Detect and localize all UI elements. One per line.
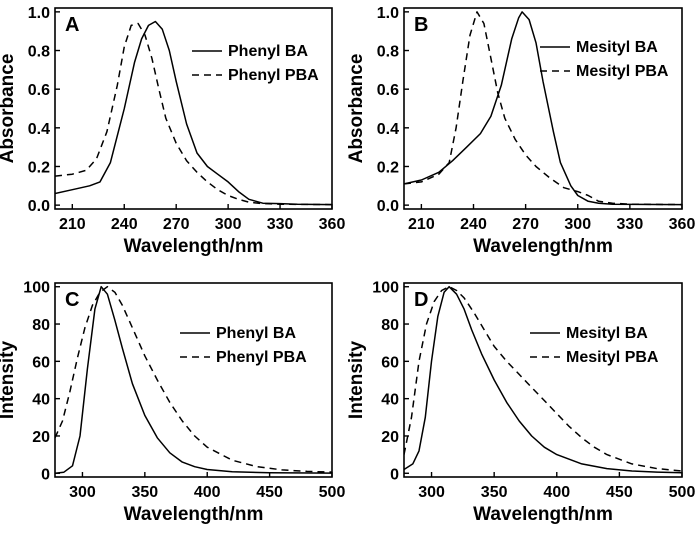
series-line-phenyl-pba <box>55 22 332 206</box>
x-tick-label: 350 <box>481 484 508 501</box>
series-line-mesityl-pba <box>404 285 682 472</box>
y-tick-label: 40 <box>381 392 399 409</box>
x-tick-label: 450 <box>256 484 283 501</box>
x-tick-label: 300 <box>564 216 591 233</box>
x-axis-title: Wavelength/nm <box>473 236 613 257</box>
x-tick-label: 500 <box>669 484 696 501</box>
x-tick-label: 300 <box>215 216 242 233</box>
legend-label: Phenyl BA <box>228 43 308 60</box>
legend-label: Mesityl PBA <box>566 349 659 366</box>
y-tick-label: 0.2 <box>377 159 399 176</box>
panel-a: 210 240 270 300 330 360 0.0 0.2 0.4 0.6 0.8 1.0 Wave… <box>0 5 345 257</box>
series-line-phenyl-ba <box>55 20 332 206</box>
panel-d: 300 350 400 450 500 0 20 40 60 80 100 Wavelength/nm… <box>346 280 695 525</box>
x-tick-label: 270 <box>163 216 190 233</box>
y-tick-label: 100 <box>372 280 399 297</box>
x-axis-title: Wavelength/nm <box>473 504 613 525</box>
plot-frame <box>403 7 683 210</box>
panel-letter: D <box>414 289 428 311</box>
plot-frame <box>54 282 333 478</box>
legend-label: Phenyl BA <box>216 325 296 342</box>
panel-b: 210 240 270 300 330 360 0.0 0.2 0.4 0.6 0.8 1.0 Wave… <box>346 5 695 257</box>
y-tick-label: 40 <box>32 392 50 409</box>
plot-frame <box>54 7 333 210</box>
legend-label: Mesityl BA <box>576 39 658 56</box>
y-tick-label: 20 <box>381 429 399 446</box>
legend-label: Mesityl PBA <box>576 63 669 80</box>
series-line-mesityl-ba <box>404 11 682 206</box>
x-tick-label: 330 <box>617 216 644 233</box>
series-line-mesityl-pba <box>404 11 682 206</box>
x-tick-label: 400 <box>543 484 570 501</box>
y-tick-label: 0.0 <box>377 198 399 215</box>
x-tick-label: 450 <box>606 484 633 501</box>
plot-frame <box>403 282 683 478</box>
x-tick-label: 360 <box>669 216 696 233</box>
y-axis-title: Absorbance <box>346 54 367 164</box>
y-tick-label: 0.0 <box>28 198 50 215</box>
x-tick-label: 210 <box>59 216 86 233</box>
y-axis-title: Intensity <box>0 341 18 420</box>
y-tick-label: 0.6 <box>377 82 399 99</box>
legend-label: Mesityl BA <box>566 325 648 342</box>
x-tick-label: 300 <box>418 484 445 501</box>
y-tick-label: 0.4 <box>28 121 50 138</box>
x-tick-label: 500 <box>319 484 346 501</box>
panel-letter: B <box>414 14 428 36</box>
y-tick-label: 80 <box>381 317 399 334</box>
y-tick-label: 60 <box>381 354 399 371</box>
series-line-mesityl-ba <box>404 285 682 474</box>
y-tick-label: 60 <box>32 354 50 371</box>
x-tick-label: 240 <box>111 216 138 233</box>
y-tick-label: 0.6 <box>28 82 50 99</box>
y-axis-title: Intensity <box>346 341 367 420</box>
series-line-phenyl-ba <box>55 285 332 475</box>
y-tick-label: 1.0 <box>28 5 50 22</box>
y-tick-label: 0 <box>390 466 399 483</box>
y-axis-title: Absorbance <box>0 54 18 164</box>
y-tick-label: 0.8 <box>28 44 50 61</box>
y-tick-label: 100 <box>23 280 50 297</box>
panel-letter: A <box>65 14 79 36</box>
y-tick-label: 80 <box>32 317 50 334</box>
x-tick-label: 330 <box>267 216 294 233</box>
x-tick-label: 270 <box>512 216 539 233</box>
y-tick-label: 0.4 <box>377 121 399 138</box>
y-tick-label: 0.8 <box>377 44 399 61</box>
series-line-phenyl-pba <box>55 285 332 473</box>
x-tick-label: 210 <box>408 216 435 233</box>
x-tick-label: 400 <box>194 484 221 501</box>
panel-c: 300 350 400 450 500 0 20 40 60 80 100 Wavelength/nm… <box>0 280 345 525</box>
x-axis-title: Wavelength/nm <box>124 236 264 257</box>
x-tick-label: 360 <box>319 216 346 233</box>
y-tick-label: 20 <box>32 429 50 446</box>
panel-letter: C <box>65 289 79 311</box>
x-tick-label: 240 <box>460 216 487 233</box>
x-tick-label: 300 <box>69 484 96 501</box>
y-tick-label: 0 <box>41 466 50 483</box>
legend-label: Phenyl PBA <box>228 67 319 84</box>
y-tick-label: 0.2 <box>28 159 50 176</box>
x-tick-label: 350 <box>131 484 158 501</box>
y-tick-label: 1.0 <box>377 5 399 22</box>
x-axis-title: Wavelength/nm <box>124 504 264 525</box>
legend-label: Phenyl PBA <box>216 349 307 366</box>
